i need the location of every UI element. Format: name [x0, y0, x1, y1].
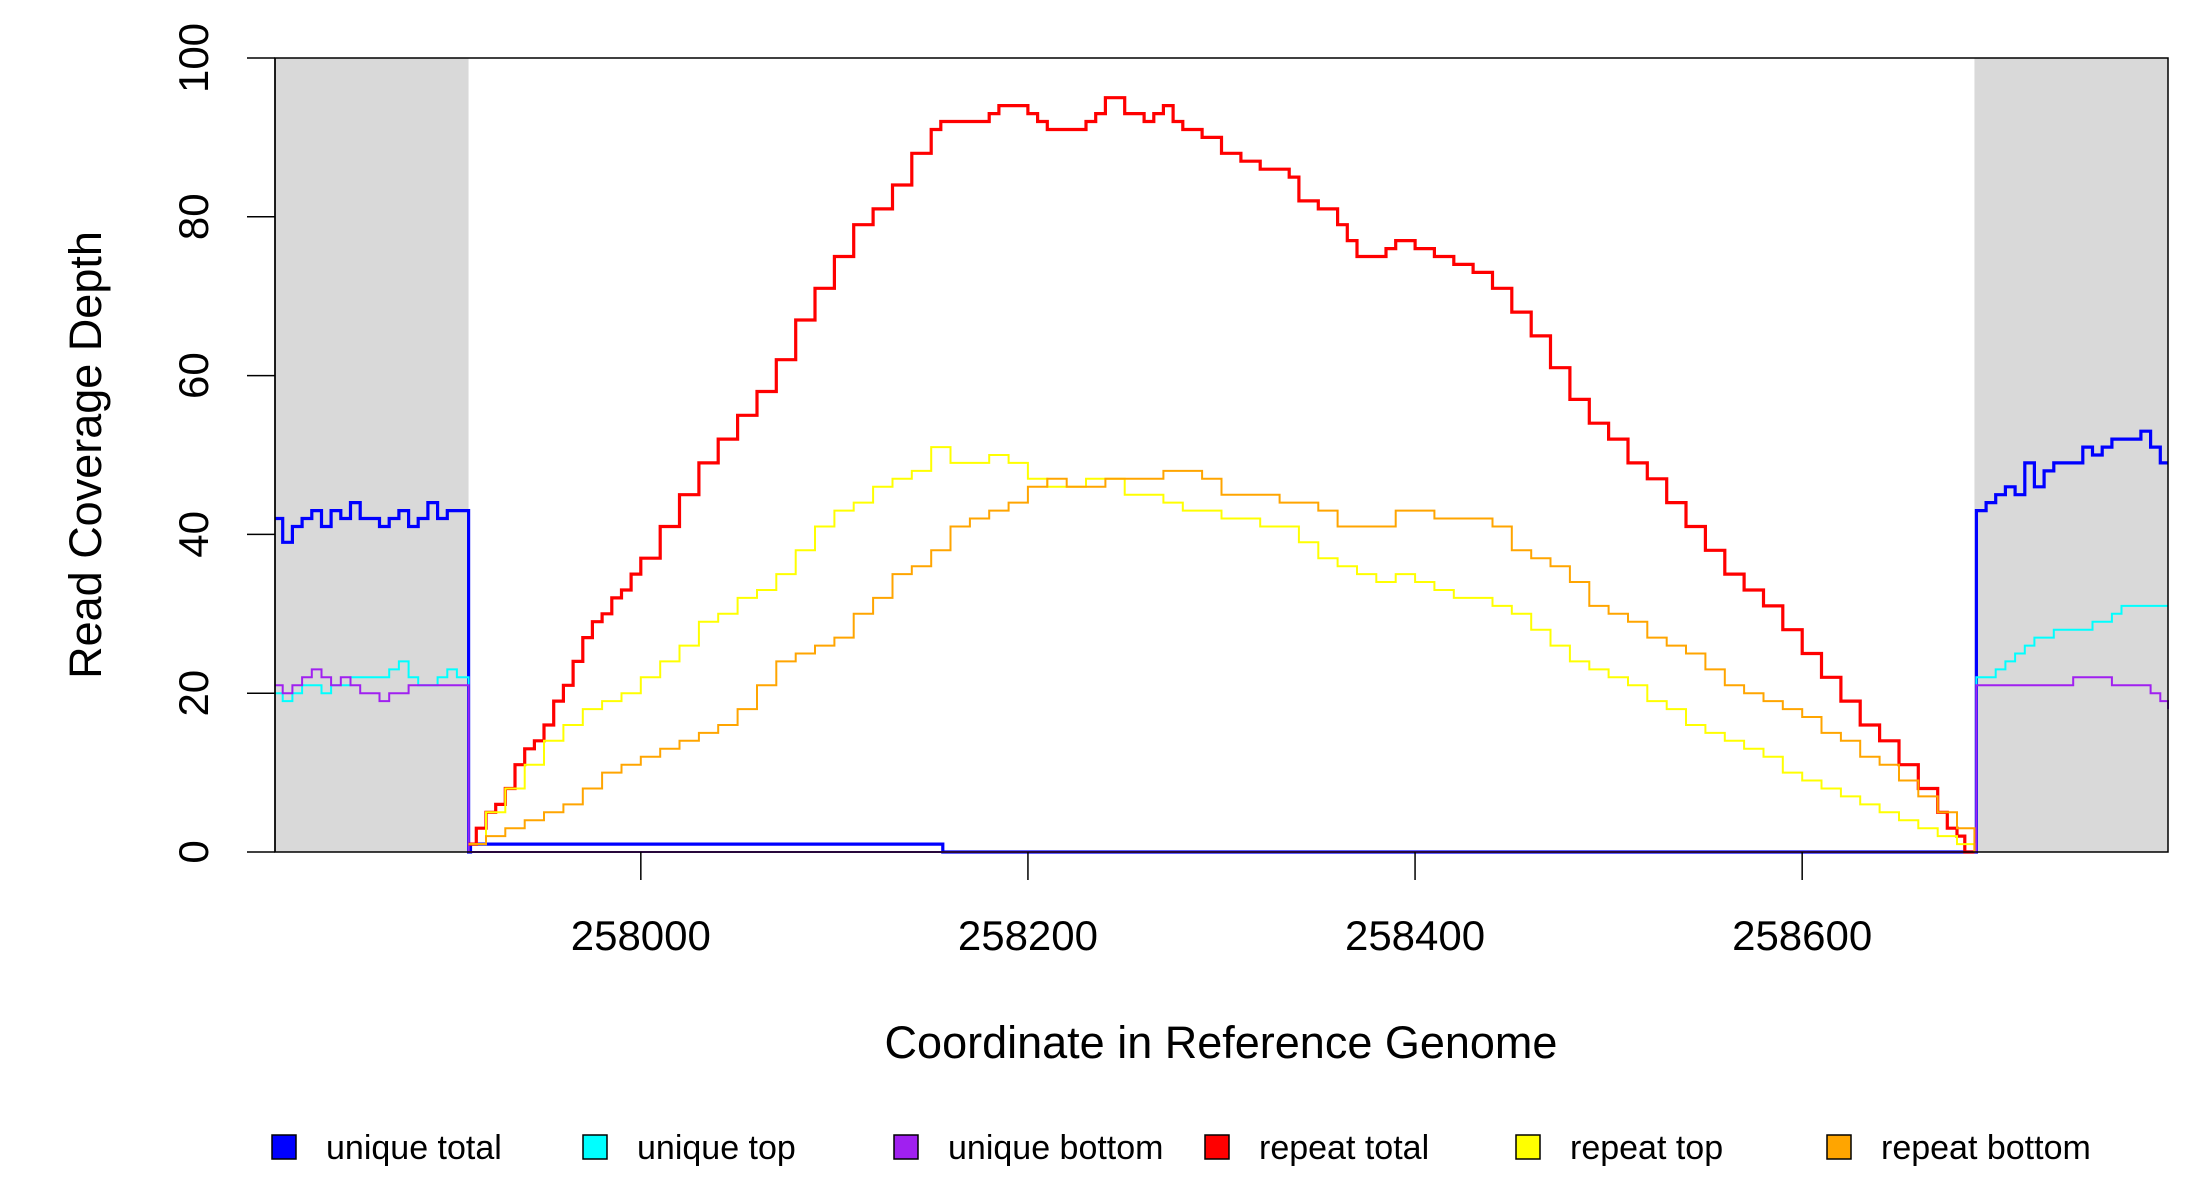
series-repeat-bottom — [468, 469, 1976, 852]
y-axis-title: Read Coverage Depth — [60, 231, 111, 679]
shaded-region-2 — [1974, 58, 2168, 852]
x-tick-label: 258400 — [1345, 912, 1485, 959]
series-repeat-top — [468, 446, 1976, 852]
legend-item-unique-top: unique top — [582, 1129, 796, 1167]
legend-swatch — [893, 1134, 919, 1160]
series-unique-top — [275, 604, 2168, 853]
legend-swatch — [1826, 1134, 1852, 1160]
shaded-region-1 — [275, 58, 469, 852]
y-tick-label: 100 — [170, 23, 217, 93]
legend-swatch — [1204, 1134, 1230, 1160]
x-tick-label: 258000 — [571, 912, 711, 959]
y-tick-label: 60 — [170, 352, 217, 399]
x-tick-label: 258200 — [958, 912, 1098, 959]
legend-swatch — [1515, 1134, 1541, 1160]
plot-frame — [274, 57, 2169, 853]
legend-item-repeat-bottom: repeat bottom — [1826, 1129, 2091, 1167]
legend-item-repeat-total: repeat total — [1204, 1129, 1429, 1167]
legend-swatch — [271, 1134, 297, 1160]
legend-item-repeat-top: repeat top — [1515, 1129, 1723, 1167]
legend-label: unique top — [637, 1129, 796, 1167]
shaded-regions — [275, 58, 2168, 852]
legend-item-unique-bottom: unique bottom — [893, 1129, 1164, 1167]
x-tick-label: 258600 — [1732, 912, 1872, 959]
legend: unique total unique top unique bottom repea… — [271, 1129, 2091, 1167]
legend-label: unique bottom — [948, 1129, 1164, 1167]
y-tick-label: 40 — [170, 511, 217, 558]
y-tick-label: 80 — [170, 193, 217, 240]
legend-swatch — [582, 1134, 608, 1160]
axes: 0 20 40 60 80 100 258000 258200 258400 258600 — [170, 23, 1872, 959]
series-unique-bottom — [275, 668, 2169, 853]
legend-label: unique total — [326, 1129, 502, 1167]
legend-label: repeat total — [1259, 1129, 1429, 1167]
legend-label: repeat bottom — [1881, 1129, 2091, 1167]
x-axis-title: Coordinate in Reference Genome — [885, 1017, 1558, 1068]
legend-label: repeat top — [1570, 1129, 1723, 1167]
legend-item-unique-total: unique total — [271, 1129, 502, 1167]
y-tick-label: 0 — [170, 840, 217, 863]
y-tick-label: 20 — [170, 670, 217, 717]
series-lines — [275, 96, 2169, 854]
series-repeat-total — [468, 96, 1975, 854]
